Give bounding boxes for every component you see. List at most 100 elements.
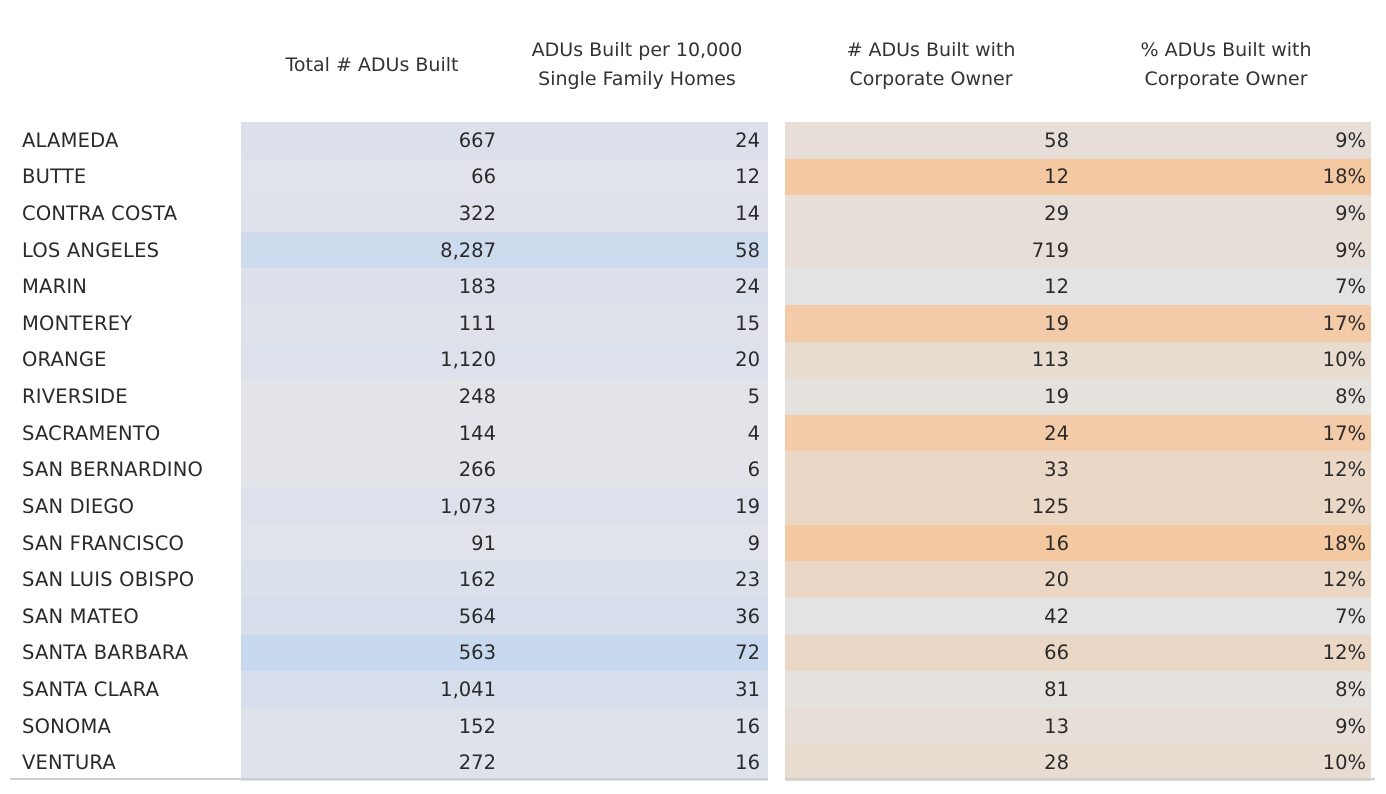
adus-per-10000-value: 23 — [505, 561, 768, 598]
total-adus-value: 91 — [241, 524, 505, 562]
total-adus-value: 111 — [241, 305, 505, 342]
corporate-count-value: 81 — [785, 671, 1075, 708]
county-name: VENTURA — [22, 751, 116, 775]
table-row: SAN MATEO 564 36 42 7% — [0, 597, 1386, 635]
corporate-count-value: 66 — [785, 634, 1075, 672]
adus-per-10000-value: 20 — [505, 341, 768, 379]
table-row: LOS ANGELES 8,287 58 719 9% — [0, 231, 1386, 269]
adus-per-10000-value: 14 — [505, 195, 768, 232]
table-row: SACRAMENTO 144 4 24 17% — [0, 414, 1386, 452]
column-header-total-adus: Total # ADUs Built — [285, 53, 459, 76]
total-adus-value: 272 — [241, 744, 505, 781]
corporate-count-value: 125 — [785, 488, 1075, 525]
adus-per-10000-value: 9 — [505, 524, 768, 562]
corporate-count-value: 19 — [785, 378, 1075, 415]
corporate-percent-value: 12% — [1075, 634, 1371, 672]
corporate-count-value: 24 — [785, 414, 1075, 452]
county-name: SAN LUIS OBISPO — [22, 568, 195, 592]
total-adus-value: 1,041 — [241, 671, 505, 708]
total-adus-value: 152 — [241, 707, 505, 745]
total-adus-value: 144 — [241, 414, 505, 452]
corporate-percent-value: 7% — [1075, 268, 1371, 306]
corporate-count-value: 42 — [785, 597, 1075, 635]
adus-per-10000-value: 24 — [505, 122, 768, 159]
corporate-percent-value: 17% — [1075, 414, 1371, 452]
corporate-percent-value: 12% — [1075, 451, 1371, 489]
corporate-count-value: 12 — [785, 158, 1075, 196]
county-name: SAN MATEO — [22, 604, 139, 628]
adus-per-10000-value: 15 — [505, 305, 768, 342]
corporate-percent-value: 9% — [1075, 707, 1371, 745]
total-adus-value: 183 — [241, 268, 505, 306]
table-row: ALAMEDA 667 24 58 9% — [0, 122, 1386, 159]
adus-per-10000-value: 58 — [505, 231, 768, 269]
county-name: SANTA BARBARA — [22, 641, 189, 665]
adus-per-10000-value: 6 — [505, 451, 768, 489]
corporate-count-value: 113 — [785, 341, 1075, 379]
county-name: SACRAMENTO — [22, 421, 161, 445]
corporate-count-value: 20 — [785, 561, 1075, 598]
corporate-count-value: 58 — [785, 122, 1075, 159]
county-name: SAN FRANCISCO — [22, 531, 185, 555]
adus-per-10000-value: 16 — [505, 744, 768, 781]
table-row: VENTURA 272 16 28 10% — [0, 744, 1386, 781]
county-name: SAN DIEGO — [22, 494, 135, 518]
table-row: SAN FRANCISCO 91 9 16 18% — [0, 524, 1386, 562]
adus-per-10000-value: 4 — [505, 414, 768, 452]
table-row: RIVERSIDE 248 5 19 8% — [0, 378, 1386, 415]
corporate-count-value: 13 — [785, 707, 1075, 745]
adus-per-10000-value: 31 — [505, 671, 768, 708]
total-adus-value: 248 — [241, 378, 505, 415]
table-row: SAN BERNARDINO 266 6 33 12% — [0, 451, 1386, 489]
total-adus-value: 8,287 — [241, 231, 505, 269]
table-row: SONOMA 152 16 13 9% — [0, 707, 1386, 745]
corporate-count-value: 19 — [785, 305, 1075, 342]
corporate-percent-value: 7% — [1075, 597, 1371, 635]
table-row: SAN LUIS OBISPO 162 23 20 12% — [0, 561, 1386, 598]
adus-per-10000-value: 12 — [505, 158, 768, 196]
adus-per-10000-value: 24 — [505, 268, 768, 306]
county-name: RIVERSIDE — [22, 385, 128, 409]
total-adus-value: 563 — [241, 634, 505, 672]
total-adus-value: 564 — [241, 597, 505, 635]
table-row: CONTRA COSTA 322 14 29 9% — [0, 195, 1386, 232]
corporate-count-value: 719 — [785, 231, 1075, 269]
bottom-rule-left — [10, 778, 768, 780]
corporate-percent-value: 9% — [1075, 231, 1371, 269]
corporate-percent-value: 18% — [1075, 158, 1371, 196]
adus-per-10000-value: 16 — [505, 707, 768, 745]
corporate-percent-value: 9% — [1075, 195, 1371, 232]
corporate-percent-value: 10% — [1075, 744, 1371, 781]
table-row: BUTTE 66 12 12 18% — [0, 158, 1386, 196]
total-adus-value: 667 — [241, 122, 505, 159]
adus-per-10000-value: 5 — [505, 378, 768, 415]
county-name: MONTEREY — [22, 311, 133, 335]
total-adus-value: 322 — [241, 195, 505, 232]
table-row: SANTA BARBARA 563 72 66 12% — [0, 634, 1386, 672]
corporate-percent-value: 12% — [1075, 488, 1371, 525]
county-name: CONTRA COSTA — [22, 202, 178, 226]
corporate-percent-value: 9% — [1075, 122, 1371, 159]
corporate-count-value: 12 — [785, 268, 1075, 306]
corporate-percent-value: 17% — [1075, 305, 1371, 342]
county-name: MARIN — [22, 275, 88, 299]
county-name: SONOMA — [22, 714, 112, 738]
county-name: ALAMEDA — [22, 128, 119, 152]
total-adus-value: 1,073 — [241, 488, 505, 525]
corporate-count-value: 16 — [785, 524, 1075, 562]
column-header-corporate-percent: % ADUs Built with Corporate Owner — [1140, 39, 1312, 90]
table-row: SAN DIEGO 1,073 19 125 12% — [0, 488, 1386, 525]
corporate-count-value: 33 — [785, 451, 1075, 489]
table-row: ORANGE 1,120 20 113 10% — [0, 341, 1386, 379]
county-name: SANTA CLARA — [22, 677, 160, 701]
table-row: MARIN 183 24 12 7% — [0, 268, 1386, 306]
total-adus-value: 66 — [241, 158, 505, 196]
adus-per-10000-value: 19 — [505, 488, 768, 525]
column-header-adus-per-10000: ADUs Built per 10,000 Single Family Home… — [531, 39, 743, 90]
table-body: ALAMEDA 667 24 58 9% BUTTE 66 12 12 18% CONTRA COS… — [0, 122, 1386, 781]
corporate-percent-value: 8% — [1075, 378, 1371, 415]
corporate-percent-value: 18% — [1075, 524, 1371, 562]
corporate-count-value: 29 — [785, 195, 1075, 232]
adus-per-10000-value: 36 — [505, 597, 768, 635]
total-adus-value: 162 — [241, 561, 505, 598]
